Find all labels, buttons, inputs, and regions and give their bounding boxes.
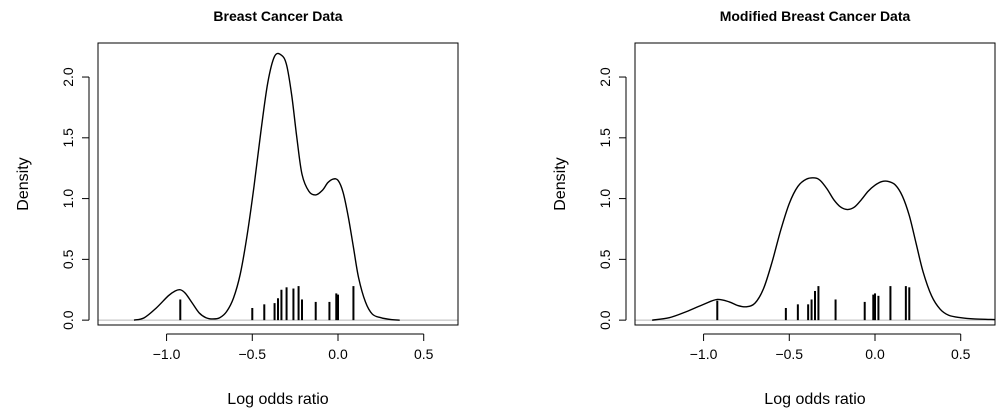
rug-bars bbox=[716, 286, 911, 321]
x-tick-label: 0.0 bbox=[865, 346, 885, 362]
chart-title: Breast Cancer Data bbox=[213, 8, 342, 24]
x-tick-label: 0.5 bbox=[414, 346, 434, 362]
x-tick-label: 0.5 bbox=[951, 346, 971, 362]
y-tick-label: 0.0 bbox=[60, 310, 76, 330]
y-tick-label: 1.0 bbox=[60, 189, 76, 209]
x-tick-label: −0.5 bbox=[238, 346, 266, 362]
y-tick-label: 2.0 bbox=[60, 67, 76, 87]
y-tick-label: 1.5 bbox=[597, 128, 613, 148]
x-tick-label: −1.0 bbox=[153, 346, 181, 362]
y-tick-label: 1.5 bbox=[60, 128, 76, 148]
plot-frame bbox=[634, 42, 996, 326]
y-tick-label: 1.0 bbox=[597, 189, 613, 209]
y-tick-label: 0.5 bbox=[60, 249, 76, 269]
panel-breast-cancer: Breast Cancer Data −1.0 −0.5 0.0 0.5 0.0 0.5 1.… bbox=[15, 8, 459, 408]
x-tick-label: 0.0 bbox=[328, 346, 348, 362]
y-tick-label: 0.0 bbox=[597, 310, 613, 330]
x-axis-label: Log odds ratio bbox=[764, 391, 866, 408]
y-tick-label: 0.5 bbox=[597, 249, 613, 269]
rug-bars bbox=[179, 286, 355, 321]
y-axis-label: Density bbox=[15, 157, 32, 210]
y-axis-label: Density bbox=[552, 157, 569, 210]
panel-modified-breast-cancer: Modified Breast Cancer Data −1.0 −0.5 0.0 0.… bbox=[552, 8, 996, 408]
density-curve bbox=[652, 177, 996, 321]
x-tick-label: −1.0 bbox=[690, 346, 718, 362]
density-curve bbox=[133, 52, 400, 321]
x-axis-label: Log odds ratio bbox=[227, 391, 329, 408]
x-tick-label: −0.5 bbox=[775, 346, 803, 362]
chart-title: Modified Breast Cancer Data bbox=[720, 8, 911, 24]
plot-frame bbox=[97, 42, 459, 326]
y-tick-label: 2.0 bbox=[597, 67, 613, 87]
